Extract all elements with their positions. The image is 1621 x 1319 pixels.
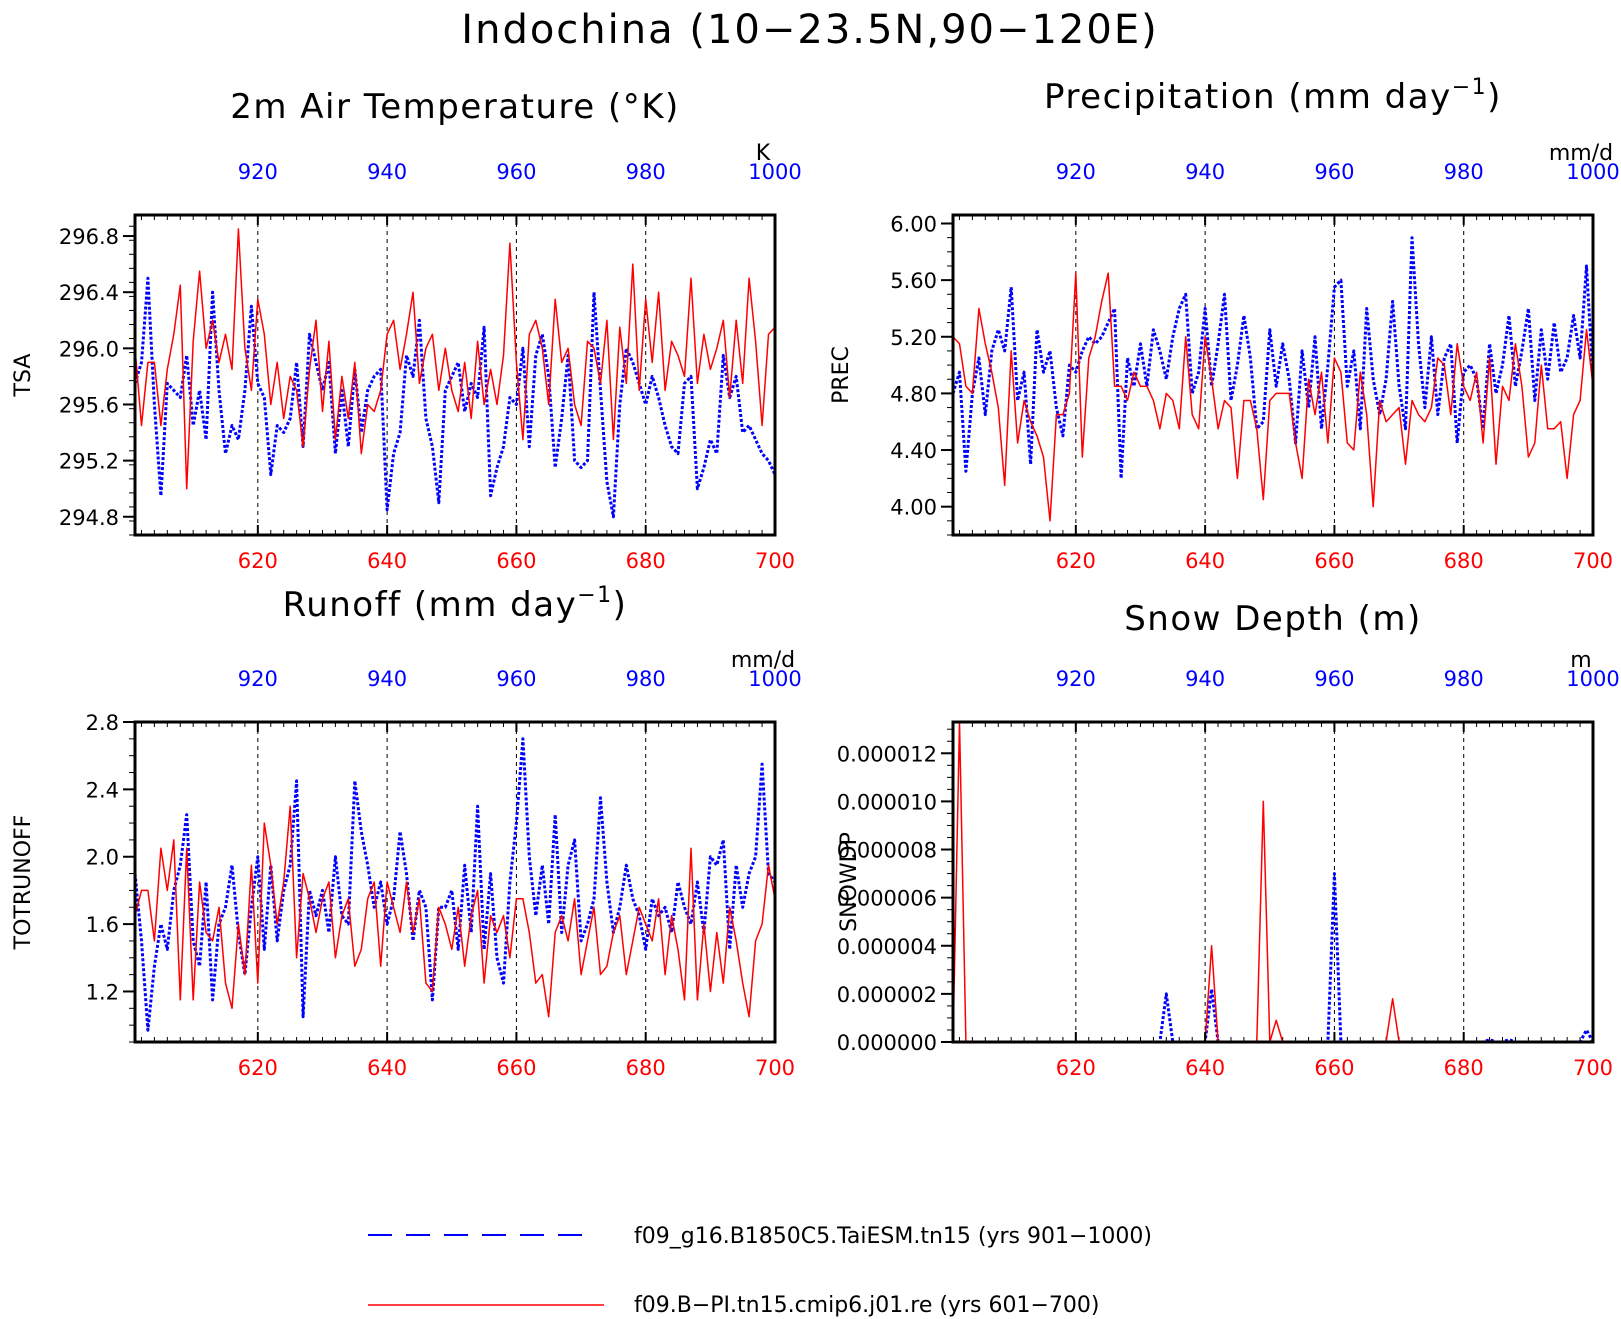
panel-prec: Precipitation (mm day−1) PREC mm/d 620 640 66… — [829, 75, 1620, 573]
x-tick-label-top-snowdp: 1000 — [1566, 667, 1619, 691]
y-tick-label-runoff: 1.2 — [86, 980, 119, 1004]
legend: f09_g16.B1850C5.TaiESM.tn15 (yrs 901−100… — [368, 1224, 1152, 1318]
y-tick-label-snowdp: 0.000012 — [837, 742, 937, 766]
x-tick-label-bottom-runoff: 700 — [755, 1056, 795, 1080]
y-tick-label-snowdp: 0.000008 — [837, 839, 937, 863]
x-tick-label-bottom-tsa: 640 — [367, 549, 407, 573]
y-tick-label-snowdp: 0.000004 — [837, 935, 937, 959]
x-tick-label-top-runoff: 920 — [238, 667, 278, 691]
x-tick-label-bottom-prec: 680 — [1444, 549, 1484, 573]
y-tick-label-prec: 5.60 — [890, 269, 937, 293]
x-tick-label-bottom-runoff: 620 — [238, 1056, 278, 1080]
x-tick-label-top-prec: 960 — [1314, 160, 1354, 184]
x-tick-label-bottom-runoff: 660 — [496, 1056, 536, 1080]
y-tick-label-prec: 4.40 — [890, 439, 937, 463]
panel-snowdp: Snow Depth (m) SNOWDP m 620 640 660 680 700 920 9… — [837, 599, 1620, 1080]
y-axis-label-snowdp: SNOWDP — [837, 832, 862, 932]
panel-runoff: Runoff (mm day−1) TOTRUNOFF mm/d 620 640 660 6… — [11, 583, 802, 1080]
y-axis-label-runoff: TOTRUNOFF — [11, 815, 36, 951]
legend-label-cmip6: f09.B−PI.tn15.cmip6.j01.re (yrs 601−700) — [634, 1293, 1099, 1318]
x-tick-label-bottom-prec: 640 — [1185, 549, 1225, 573]
y-axis-label-tsa: TSA — [11, 354, 36, 398]
x-tick-label-bottom-tsa: 660 — [496, 549, 536, 573]
series-line-prec-blue — [951, 236, 1595, 480]
x-tick-label-top-runoff: 980 — [626, 667, 666, 691]
panel-title-snowdp: Snow Depth (m) — [1124, 599, 1422, 639]
x-tick-label-bottom-snowdp: 680 — [1444, 1056, 1484, 1080]
x-tick-label-bottom-tsa: 680 — [626, 549, 666, 573]
y-tick-label-prec: 4.80 — [890, 382, 937, 406]
y-tick-label-runoff: 2.0 — [86, 846, 119, 870]
x-tick-label-bottom-tsa: 620 — [238, 549, 278, 573]
x-tick-label-top-runoff: 960 — [496, 667, 536, 691]
panel-title-tsa: 2m Air Temperature (°K) — [230, 87, 680, 127]
plot-frame-tsa — [133, 213, 777, 537]
x-tick-label-top-runoff: 940 — [367, 667, 407, 691]
y-tick-label-runoff: 1.6 — [86, 913, 119, 937]
unit-label-tsa: K — [756, 141, 771, 166]
y-tick-label-snowdp: 0.000010 — [837, 790, 937, 814]
y-tick-label-tsa: 296.0 — [59, 337, 119, 361]
x-tick-label-top-prec: 1000 — [1566, 160, 1619, 184]
panel-title-prec: Precipitation (mm day−1) — [1044, 75, 1502, 117]
x-tick-label-top-tsa: 940 — [367, 160, 407, 184]
y-tick-label-snowdp: 0.000006 — [837, 887, 937, 911]
x-tick-label-top-runoff: 1000 — [748, 667, 801, 691]
x-tick-label-top-snowdp: 980 — [1444, 667, 1484, 691]
x-tick-label-top-tsa: 920 — [238, 160, 278, 184]
x-tick-label-top-snowdp: 920 — [1056, 667, 1096, 691]
unit-label-runoff: mm/d — [731, 648, 795, 673]
x-tick-label-bottom-snowdp: 700 — [1573, 1056, 1613, 1080]
x-tick-label-top-prec: 920 — [1056, 160, 1096, 184]
y-axis-label-prec: PREC — [829, 346, 854, 404]
series-line-snowdp-red — [952, 721, 1593, 1043]
y-tick-label-snowdp: 0.000000 — [837, 1031, 937, 1055]
y-tick-label-tsa: 295.6 — [59, 393, 119, 417]
series-line-runoff-red — [134, 805, 776, 1018]
panel-tsa: 2m Air Temperature (°K) TSA K 620 640 660 680 7… — [11, 87, 802, 573]
y-tick-label-tsa: 296.8 — [59, 225, 119, 249]
series-line-runoff-blue — [133, 737, 777, 1032]
x-tick-label-top-tsa: 1000 — [748, 160, 801, 184]
x-tick-label-top-tsa: 980 — [626, 160, 666, 184]
series-line-tsa-blue — [133, 276, 777, 519]
x-tick-label-bottom-snowdp: 660 — [1314, 1056, 1354, 1080]
x-tick-label-top-tsa: 960 — [496, 160, 536, 184]
x-tick-label-bottom-runoff: 680 — [626, 1056, 666, 1080]
y-tick-label-runoff: 2.8 — [86, 711, 119, 735]
x-tick-label-bottom-tsa: 700 — [755, 549, 795, 573]
unit-label-prec: mm/d — [1549, 141, 1613, 166]
unit-label-snowdp: m — [1570, 648, 1591, 673]
y-tick-label-snowdp: 0.000002 — [837, 983, 937, 1007]
series-line-tsa-red — [134, 228, 776, 490]
y-tick-label-tsa: 296.4 — [59, 281, 119, 305]
y-tick-label-prec: 6.00 — [890, 212, 937, 236]
x-tick-label-top-snowdp: 960 — [1314, 667, 1354, 691]
y-tick-label-tsa: 294.8 — [59, 506, 119, 530]
series-line-prec-red — [952, 272, 1594, 522]
x-tick-label-top-snowdp: 940 — [1185, 667, 1225, 691]
panel-title-runoff: Runoff (mm day−1) — [283, 583, 628, 625]
plot-frame-runoff — [133, 720, 777, 1044]
x-tick-label-bottom-snowdp: 620 — [1056, 1056, 1096, 1080]
plot-frame-snowdp — [951, 720, 1595, 1044]
plot-frame-prec — [951, 213, 1595, 537]
x-tick-label-bottom-snowdp: 640 — [1185, 1056, 1225, 1080]
y-tick-label-prec: 4.00 — [890, 496, 937, 520]
y-tick-label-tsa: 295.2 — [59, 450, 119, 474]
y-tick-label-runoff: 2.4 — [86, 778, 119, 802]
x-tick-label-bottom-prec: 620 — [1056, 549, 1096, 573]
figure-title: Indochina (10−23.5N,90−120E) — [461, 7, 1158, 53]
legend-label-taiesm: f09_g16.B1850C5.TaiESM.tn15 (yrs 901−100… — [634, 1224, 1152, 1249]
x-tick-label-bottom-prec: 700 — [1573, 549, 1613, 573]
x-tick-label-top-prec: 980 — [1444, 160, 1484, 184]
x-tick-label-bottom-runoff: 640 — [367, 1056, 407, 1080]
y-tick-label-prec: 5.20 — [890, 326, 937, 350]
x-tick-label-top-prec: 940 — [1185, 160, 1225, 184]
x-tick-label-bottom-prec: 660 — [1314, 549, 1354, 573]
series-line-snowdp-blue — [953, 872, 1595, 1044]
